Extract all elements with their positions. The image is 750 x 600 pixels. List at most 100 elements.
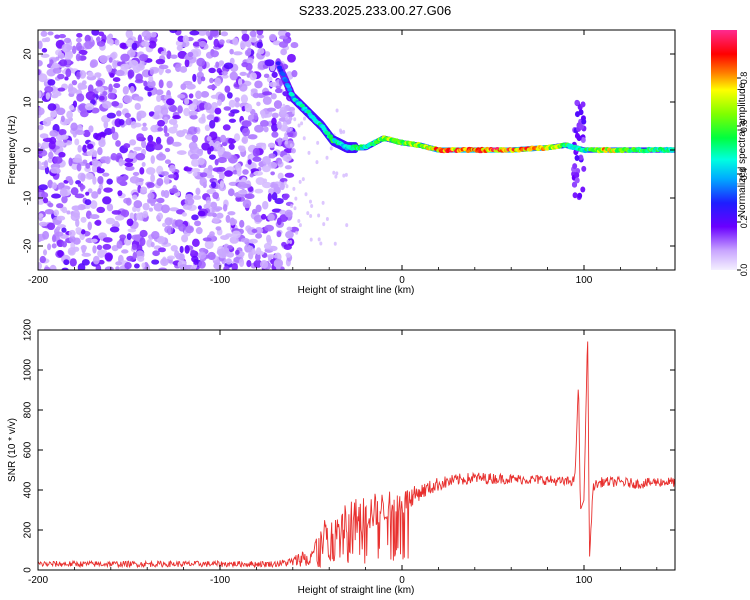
noise-blob xyxy=(116,240,123,249)
noise-blob xyxy=(158,67,164,76)
noise-blob xyxy=(164,217,173,226)
noise-blob xyxy=(39,133,49,139)
noise-blob xyxy=(56,215,66,221)
noise-blob xyxy=(196,57,206,67)
noise-blob xyxy=(115,69,125,77)
noise-blob xyxy=(193,258,199,265)
spectrogram-x-label: Height of straight line (km) xyxy=(298,285,415,296)
noise-blob xyxy=(160,258,169,267)
noise-blob xyxy=(160,189,166,197)
noise-blob xyxy=(259,120,269,127)
noise-blob xyxy=(170,244,178,252)
trace-point xyxy=(275,61,281,66)
noise-blob xyxy=(82,144,88,153)
noise-blob xyxy=(187,51,194,58)
noise-blob xyxy=(289,143,293,148)
noise-blob xyxy=(244,39,252,48)
noise-blob xyxy=(44,208,54,215)
noise-blob xyxy=(61,43,72,53)
noise-blob xyxy=(191,168,201,173)
noise-blob xyxy=(267,192,272,202)
noise-blob xyxy=(270,171,275,176)
noise-blob xyxy=(158,64,169,70)
trace-point xyxy=(287,87,293,92)
noise-blob xyxy=(124,261,132,270)
noise-blob xyxy=(124,157,134,163)
noise-blob xyxy=(339,128,343,133)
noise-blob xyxy=(131,234,141,241)
noise-blob xyxy=(295,230,299,235)
noise-blob xyxy=(224,85,231,93)
noise-blob xyxy=(78,70,87,79)
noise-blob xyxy=(184,245,190,254)
noise-blob xyxy=(118,118,125,126)
noise-blob xyxy=(194,220,202,227)
colorbar-tick-label: 0.4 xyxy=(739,168,749,181)
spread-blob xyxy=(580,101,586,108)
noise-blob xyxy=(199,177,207,187)
noise-blob xyxy=(38,200,44,205)
noise-blob xyxy=(174,63,182,73)
noise-blob xyxy=(256,30,264,36)
noise-blob xyxy=(192,73,197,83)
noise-blob xyxy=(189,145,200,154)
noise-blob xyxy=(262,91,273,96)
noise-blob xyxy=(114,39,120,46)
noise-blob xyxy=(129,85,135,94)
noise-blob xyxy=(287,53,296,63)
noise-blob xyxy=(276,121,282,130)
noise-blob xyxy=(271,192,278,201)
noise-blob xyxy=(133,263,140,269)
noise-blob xyxy=(148,40,157,49)
noise-blob xyxy=(45,116,54,122)
noise-blob xyxy=(253,112,258,121)
noise-blob xyxy=(87,143,94,150)
noise-blob xyxy=(345,223,349,228)
noise-blob xyxy=(160,204,170,214)
noise-blob xyxy=(241,33,250,42)
noise-blob xyxy=(290,204,294,209)
noise-blob xyxy=(190,249,196,255)
noise-blob xyxy=(234,101,240,108)
noise-blob xyxy=(309,214,313,219)
noise-blob xyxy=(253,170,264,176)
noise-blob xyxy=(61,206,68,214)
noise-blob xyxy=(247,134,258,140)
spread-blob xyxy=(578,154,584,161)
noise-blob xyxy=(96,206,106,214)
noise-blob xyxy=(184,197,195,206)
noise-blob xyxy=(218,171,225,181)
noise-blob xyxy=(41,48,48,53)
noise-blob xyxy=(225,258,232,265)
noise-blob xyxy=(187,126,198,135)
noise-blob xyxy=(59,188,68,197)
noise-blob xyxy=(106,112,116,119)
noise-blob xyxy=(181,212,188,217)
noise-blob xyxy=(38,40,43,50)
noise-blob xyxy=(141,262,146,268)
noise-blob xyxy=(218,60,225,66)
noise-blob xyxy=(94,220,102,226)
noise-blob xyxy=(67,247,76,256)
noise-blob xyxy=(286,226,293,231)
noise-blob xyxy=(84,102,95,111)
noise-blob xyxy=(229,48,234,55)
noise-blob xyxy=(47,103,57,111)
noise-blob xyxy=(44,37,51,43)
noise-blob xyxy=(75,227,82,233)
noise-blob xyxy=(81,259,90,266)
noise-blob xyxy=(301,177,305,182)
noise-blob xyxy=(94,72,102,78)
noise-blob xyxy=(102,172,110,177)
noise-blob xyxy=(264,59,275,67)
noise-blob xyxy=(74,193,85,199)
noise-blob xyxy=(279,106,287,115)
noise-blob xyxy=(325,155,329,160)
noise-blob xyxy=(233,133,241,142)
trace-point xyxy=(280,72,286,77)
noise-blob xyxy=(85,162,91,169)
noise-blob xyxy=(147,192,155,200)
noise-blob xyxy=(97,132,107,137)
noise-blob xyxy=(45,92,51,100)
noise-blob xyxy=(262,142,267,151)
